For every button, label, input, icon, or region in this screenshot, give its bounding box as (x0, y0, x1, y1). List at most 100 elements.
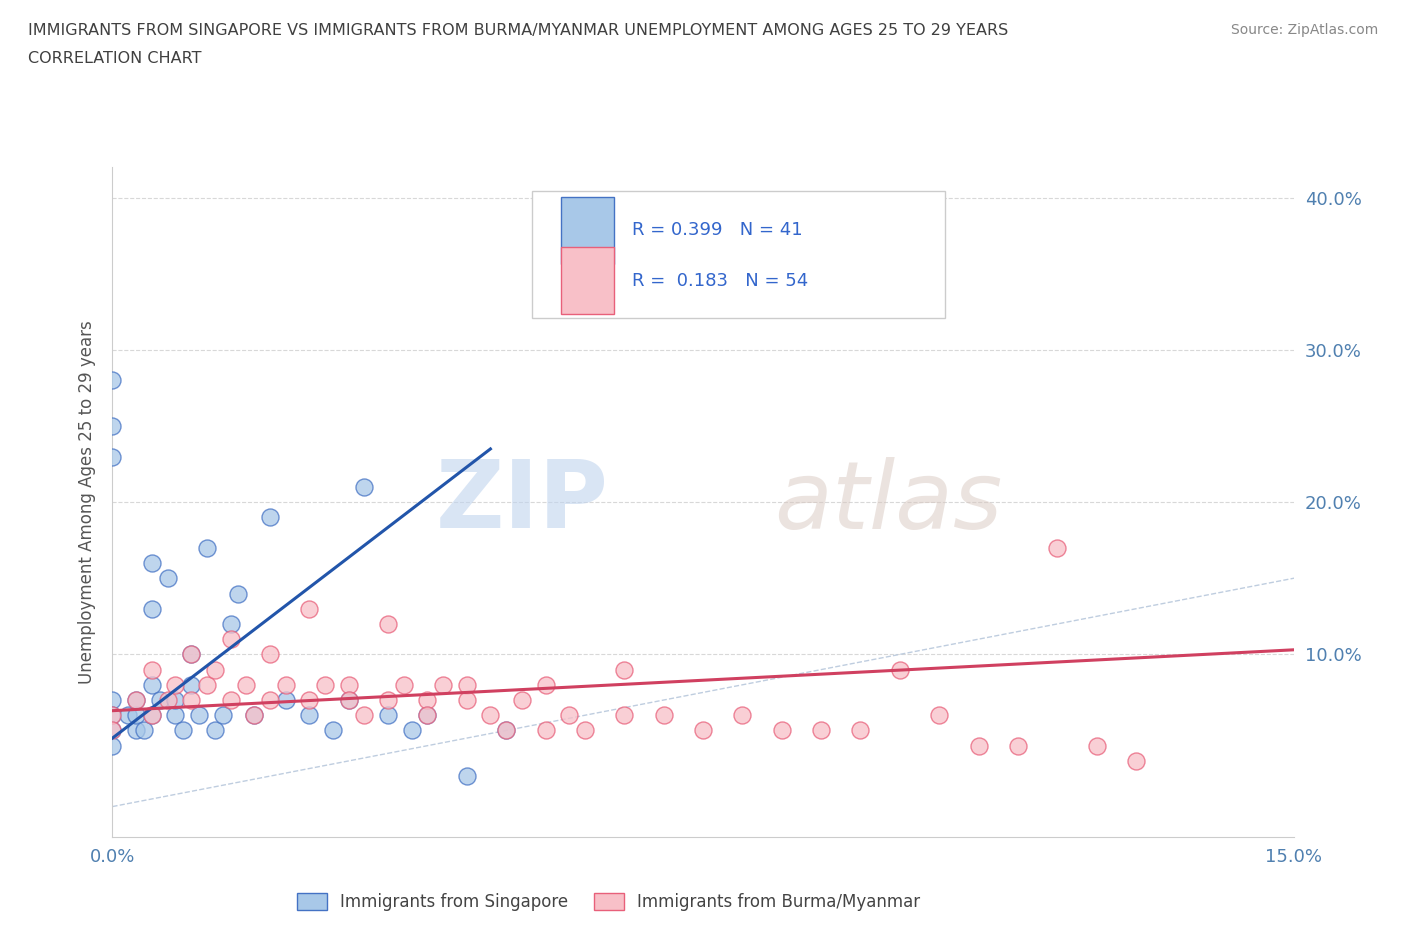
Point (141, 677, 163, 692)
Point (101, 723, 124, 737)
Text: CORRELATION CHART: CORRELATION CHART (28, 51, 201, 66)
Point (889, 662, 911, 677)
Point (259, 647, 281, 662)
Point (416, 693, 439, 708)
Point (314, 677, 336, 692)
Point (156, 693, 179, 708)
Point (731, 708, 754, 723)
Point (337, 693, 360, 708)
Point (125, 723, 148, 737)
Point (456, 769, 478, 784)
Point (219, 617, 242, 631)
Point (432, 677, 454, 692)
Point (274, 693, 297, 708)
Point (558, 708, 581, 723)
Point (195, 540, 218, 555)
Point (1046, 540, 1069, 555)
Point (274, 677, 297, 692)
Point (219, 693, 242, 708)
Point (195, 677, 218, 692)
Point (204, 662, 226, 677)
Point (141, 662, 163, 677)
Point (810, 723, 832, 737)
Point (1007, 738, 1029, 753)
Point (165, 693, 187, 708)
Point (534, 723, 557, 737)
Point (337, 677, 360, 692)
Point (574, 723, 596, 737)
Point (101, 449, 124, 464)
Text: R =  0.183   N = 54: R = 0.183 N = 54 (633, 272, 808, 290)
Point (337, 693, 360, 708)
Point (692, 723, 714, 737)
Point (141, 602, 163, 617)
Point (180, 647, 202, 662)
Point (211, 708, 233, 723)
Text: ZIP: ZIP (436, 457, 609, 548)
Text: IMMIGRANTS FROM SINGAPORE VS IMMIGRANTS FROM BURMA/MYANMAR UNEMPLOYMENT AMONG AG: IMMIGRANTS FROM SINGAPORE VS IMMIGRANTS … (28, 23, 1008, 38)
Point (377, 693, 399, 708)
Point (125, 693, 148, 708)
Point (204, 723, 226, 737)
Point (416, 708, 439, 723)
Legend: Immigrants from Singapore, Immigrants from Burma/Myanmar: Immigrants from Singapore, Immigrants fr… (292, 887, 925, 916)
FancyBboxPatch shape (531, 191, 945, 318)
Point (101, 708, 124, 723)
Point (353, 708, 375, 723)
Point (298, 708, 321, 723)
Point (141, 555, 163, 570)
Point (228, 586, 250, 601)
Point (534, 677, 557, 692)
Point (259, 510, 281, 525)
Point (377, 617, 399, 631)
Point (510, 693, 533, 708)
Point (613, 708, 636, 723)
Point (1085, 738, 1108, 753)
Point (125, 708, 148, 723)
Point (392, 677, 415, 692)
Point (180, 677, 202, 692)
Point (652, 708, 675, 723)
FancyBboxPatch shape (561, 197, 614, 264)
Point (928, 708, 950, 723)
Point (353, 480, 375, 495)
Point (401, 723, 423, 737)
Point (456, 693, 478, 708)
Point (243, 708, 266, 723)
Point (849, 723, 872, 737)
Point (259, 693, 281, 708)
Point (377, 708, 399, 723)
Point (132, 723, 155, 737)
Point (298, 693, 321, 708)
Point (322, 723, 344, 737)
Point (165, 708, 187, 723)
Point (117, 708, 139, 723)
Point (141, 708, 163, 723)
Point (172, 723, 194, 737)
Point (156, 571, 179, 586)
Point (180, 647, 202, 662)
Point (613, 662, 636, 677)
Point (149, 693, 172, 708)
Point (101, 418, 124, 433)
Point (235, 677, 257, 692)
Point (967, 738, 990, 753)
Point (495, 723, 517, 737)
Point (141, 708, 163, 723)
Point (101, 738, 124, 753)
Point (456, 677, 478, 692)
Point (188, 708, 211, 723)
Point (770, 723, 793, 737)
Point (219, 631, 242, 646)
FancyBboxPatch shape (561, 247, 614, 314)
Point (101, 708, 124, 723)
Text: R = 0.399   N = 41: R = 0.399 N = 41 (633, 221, 803, 239)
Point (101, 723, 124, 737)
Point (101, 693, 124, 708)
Point (479, 708, 502, 723)
Point (243, 708, 266, 723)
Point (298, 602, 321, 617)
Point (101, 373, 124, 388)
Point (495, 723, 517, 737)
Text: atlas: atlas (773, 457, 1002, 548)
